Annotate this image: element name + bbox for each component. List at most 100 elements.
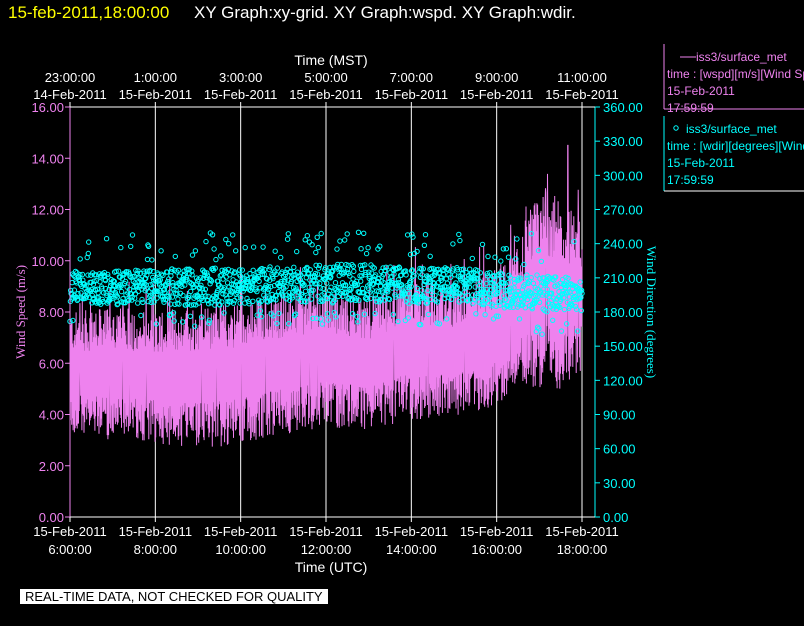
wind-direction-point bbox=[145, 298, 152, 305]
wind-direction-point bbox=[250, 267, 256, 273]
wind-direction-point bbox=[264, 276, 270, 282]
wind-direction-point bbox=[408, 283, 414, 290]
wind-direction-point bbox=[168, 269, 175, 275]
legend-wdir-circle-symbol bbox=[673, 125, 679, 131]
right-tick-label: 0.00 bbox=[603, 510, 628, 525]
wind-direction-point bbox=[223, 236, 229, 243]
wind-direction-point bbox=[179, 283, 185, 290]
wind-direction-point bbox=[438, 277, 444, 284]
wind-direction-point bbox=[365, 245, 371, 251]
wind-direction-point bbox=[221, 310, 227, 316]
wind-direction-point bbox=[308, 287, 314, 294]
wind-direction-point bbox=[479, 241, 486, 248]
wind-direction-point bbox=[242, 285, 249, 292]
wind-direction-point bbox=[344, 231, 350, 237]
wind-direction-point bbox=[411, 273, 417, 279]
wind-direction-point bbox=[513, 256, 519, 262]
wind-direction-point bbox=[176, 301, 182, 307]
right-tick-label: 300.00 bbox=[603, 168, 643, 183]
wind-direction-point bbox=[206, 320, 212, 326]
top-tick-date-label: 15-Feb-2011 bbox=[289, 87, 362, 102]
wind-direction-point bbox=[422, 232, 429, 238]
right-tick-label: 120.00 bbox=[603, 373, 643, 388]
wind-direction-point bbox=[192, 323, 198, 329]
wind-direction-point bbox=[219, 267, 225, 273]
wind-direction-point bbox=[487, 270, 493, 276]
wind-direction-point bbox=[436, 321, 443, 327]
wind-direction-point bbox=[136, 275, 142, 281]
wind-direction-point bbox=[553, 274, 559, 280]
right-axis-label: Wind Direction (degrees) bbox=[644, 246, 659, 378]
wind-direction-point bbox=[424, 300, 430, 306]
wind-direction-point bbox=[434, 299, 441, 305]
wind-direction-point bbox=[180, 292, 186, 299]
bottom-tick-time-label: 6:00:00 bbox=[48, 542, 91, 557]
wind-direction-point bbox=[444, 316, 450, 322]
wind-direction-point bbox=[272, 248, 278, 254]
bottom-tick-time-label: 12:00:00 bbox=[301, 542, 352, 557]
wind-direction-point bbox=[242, 244, 248, 251]
wind-direction-point bbox=[267, 264, 273, 270]
wind-direction-point bbox=[319, 321, 325, 327]
wind-direction-point bbox=[335, 284, 341, 291]
right-tick-label: 330.00 bbox=[603, 134, 643, 149]
wind-direction-point bbox=[189, 252, 196, 258]
wind-direction-point bbox=[467, 297, 474, 303]
wind-direction-point bbox=[213, 294, 220, 301]
bottom-tick-date-label: 15-Feb-2011 bbox=[33, 524, 106, 539]
wind-direction-point bbox=[211, 246, 217, 252]
wind-direction-point bbox=[502, 280, 508, 287]
wind-direction-point bbox=[187, 313, 194, 319]
wind-direction-point bbox=[315, 244, 321, 251]
wind-direction-point bbox=[128, 243, 134, 250]
wind-direction-point bbox=[205, 293, 211, 300]
wind-direction-point bbox=[201, 269, 208, 275]
wind-direction-point bbox=[473, 311, 479, 317]
wind-direction-point bbox=[324, 311, 331, 317]
wind-direction-point bbox=[203, 293, 209, 299]
wind-direction-point bbox=[104, 292, 110, 299]
wind-direction-point bbox=[410, 234, 416, 240]
wind-direction-point bbox=[375, 279, 381, 285]
wind-direction-point bbox=[103, 236, 110, 242]
wind-direction-point bbox=[320, 285, 326, 292]
wind-direction-point bbox=[202, 286, 209, 292]
wind-direction-point bbox=[463, 284, 470, 290]
wind-direction-point bbox=[285, 231, 291, 237]
wind-direction-point bbox=[79, 271, 86, 278]
top-tick-date-label: 15-Feb-2011 bbox=[460, 87, 533, 102]
wind-direction-point bbox=[466, 284, 473, 290]
wind-direction-point bbox=[445, 266, 451, 273]
wind-direction-point bbox=[544, 309, 550, 315]
wind-direction-point bbox=[270, 313, 276, 319]
bottom-axis-label: Time (UTC) bbox=[295, 559, 368, 575]
right-tick-label: 180.00 bbox=[603, 305, 643, 320]
bottom-tick-time-label: 10:00:00 bbox=[215, 542, 266, 557]
wind-direction-point bbox=[244, 295, 250, 302]
top-tick-date-label: 15-Feb-2011 bbox=[545, 87, 618, 102]
right-tick-label: 240.00 bbox=[603, 237, 643, 252]
wind-direction-point bbox=[539, 331, 545, 337]
bottom-tick-date-label: 15-Feb-2011 bbox=[289, 524, 362, 539]
wind-direction-point bbox=[105, 271, 111, 278]
wind-direction-point bbox=[429, 287, 436, 293]
wind-direction-point bbox=[498, 258, 504, 264]
bottom-axis-ticks: 15-Feb-2011 6:00:00 15-Feb-2011 8:00:00 15-F… bbox=[33, 517, 619, 557]
wind-direction-point bbox=[425, 311, 432, 318]
wind-direction-point bbox=[427, 253, 433, 259]
wind-direction-point bbox=[68, 287, 74, 294]
wind-direction-point bbox=[314, 234, 320, 241]
right-tick-label: 210.00 bbox=[603, 271, 643, 286]
wind-direction-point bbox=[573, 306, 580, 312]
wind-direction-point bbox=[330, 267, 336, 274]
wind-direction-point bbox=[496, 299, 502, 305]
wind-direction-point bbox=[189, 268, 195, 274]
wind-direction-point bbox=[259, 271, 266, 277]
wind-direction-point bbox=[450, 241, 456, 247]
wind-direction-point bbox=[131, 273, 138, 279]
wind-direction-point bbox=[572, 303, 579, 310]
wind-direction-point bbox=[386, 296, 393, 303]
wind-direction-point bbox=[385, 282, 391, 288]
wind-direction-point bbox=[332, 297, 338, 303]
